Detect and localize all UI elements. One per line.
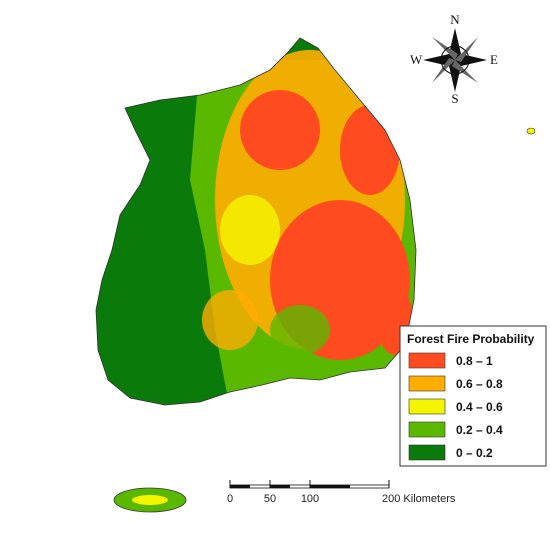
scale-label: 200 Kilometers: [382, 493, 456, 505]
scale-label: 50: [264, 493, 276, 505]
legend-swatch: [408, 421, 446, 438]
coastline: [95, 37, 417, 406]
compass-e: E: [490, 52, 498, 67]
legend-swatch: [408, 352, 446, 369]
legend-swatch: [408, 444, 446, 461]
legend-swatch: [408, 398, 446, 415]
land: [96, 38, 416, 405]
legend-label: 0.2 – 0.4: [456, 423, 503, 437]
scale-label: 100: [301, 493, 319, 505]
compass: [423, 28, 487, 92]
legend-label: 0.8 – 1: [456, 354, 493, 368]
legend-box: [399, 325, 547, 467]
islet: [526, 127, 536, 135]
compass-w: W: [410, 52, 423, 67]
legend-title: Forest Fire Probability: [407, 332, 535, 346]
jeju-center: [132, 495, 168, 505]
legend-label: 0.6 – 0.8: [456, 377, 503, 391]
compass-n: N: [450, 12, 460, 27]
legend-swatch: [408, 375, 446, 392]
compass-s: S: [451, 91, 458, 106]
legend-label: 0 – 0.2: [456, 446, 493, 460]
legend-items: 0.8 – 1 0.6 – 0.8 0.4 – 0.6 0.2 – 0.4 0 – 0.…: [408, 352, 503, 461]
legend-label: 0.4 – 0.6: [456, 400, 503, 414]
scale-bar: [229, 480, 390, 489]
scale-label: 0: [227, 493, 233, 505]
